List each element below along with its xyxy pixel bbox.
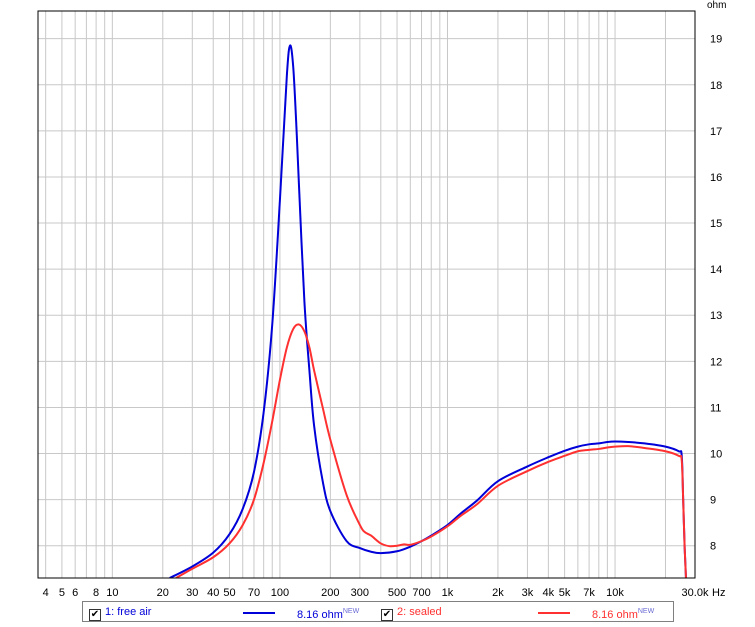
x-tick-label: 40 — [207, 587, 219, 599]
x-tick-label: 70 — [248, 587, 260, 599]
x-tick-label: 4 — [43, 587, 49, 599]
x-tick-label: 3k — [522, 587, 534, 599]
y-tick-label: 8 — [710, 541, 716, 553]
grid — [38, 11, 696, 578]
impedance-chart: 4 5 6 8 10 20 30 40 50 70 100 200 300 500 700 1k 2k 3k 4k 5… — [37, 0, 726, 599]
x-tick-label: 10 — [106, 587, 118, 599]
y-tick-label: 19 — [710, 34, 722, 46]
x-unit-label: Hz — [712, 587, 725, 599]
legend-checkbox-2[interactable]: ✔ — [381, 609, 393, 621]
x-tick-label: 5 — [59, 587, 65, 599]
x-tick-label: 7k — [583, 587, 595, 599]
y-tick-label: 18 — [710, 80, 722, 92]
y-tick-label: 16 — [710, 172, 722, 184]
legend-item-2[interactable]: ✔ 2: sealed — [381, 605, 442, 621]
y-unit-label: ohm — [707, 0, 726, 11]
x-tick-labels: 4 5 6 8 10 20 30 40 50 70 100 200 300 500 700 1k 2k 3k 4k 5… — [43, 587, 709, 599]
x-tick-label: 2k — [492, 587, 504, 599]
legend-label-1: 1: free air — [105, 606, 152, 618]
x-tick-label: 6 — [72, 587, 78, 599]
x-tick-label: 5k — [559, 587, 571, 599]
series-line-2 — [175, 323, 687, 578]
legend-value-2: 8.16 ohmNEW — [592, 608, 655, 621]
legend-value-1: 8.16 ohmNEW — [297, 608, 360, 621]
x-tick-label: 300 — [351, 587, 369, 599]
legend-badge-1: NEW — [342, 608, 360, 615]
x-tick-label: 500 — [388, 587, 406, 599]
x-tick-label: 700 — [412, 587, 430, 599]
y-tick-label: 15 — [710, 218, 722, 230]
x-tick-label: 50 — [223, 587, 235, 599]
x-tick-label: 8 — [93, 587, 99, 599]
legend-label-2: 2: sealed — [397, 606, 442, 618]
y-tick-label: 9 — [710, 495, 716, 507]
legend: ✔ 1: free air 8.16 ohmNEW ✔ 2: sealed 8.16… — [82, 601, 674, 622]
x-tick-label: 100 — [271, 587, 289, 599]
x-tick-label: 30.0k — [682, 587, 709, 599]
series-line-1 — [169, 44, 687, 578]
x-tick-label: 200 — [321, 587, 339, 599]
plot-area — [38, 11, 695, 578]
y-tick-label: 11 — [710, 402, 721, 414]
y-tick-label: 14 — [710, 264, 722, 276]
series-layer — [169, 44, 687, 578]
y-tick-label: 17 — [710, 126, 722, 138]
x-tick-label: 30 — [186, 587, 198, 599]
legend-swatch-2 — [538, 612, 570, 614]
y-tick-labels: 8 9 10 11 12 13 14 15 16 17 18 19 — [710, 34, 722, 553]
legend-checkbox-1[interactable]: ✔ — [89, 609, 101, 621]
legend-item-1[interactable]: ✔ 1: free air — [89, 605, 152, 621]
legend-swatch-1 — [243, 612, 275, 614]
legend-badge-2: NEW — [637, 608, 655, 615]
x-tick-label: 1k — [442, 587, 454, 599]
x-tick-label: 20 — [157, 587, 169, 599]
plot-frame — [37, 10, 696, 579]
x-tick-label: 10k — [606, 587, 624, 599]
x-tick-label: 4k — [543, 587, 555, 599]
y-tick-label: 10 — [710, 449, 722, 461]
y-tick-label: 12 — [710, 356, 722, 368]
y-tick-label: 13 — [710, 310, 722, 322]
